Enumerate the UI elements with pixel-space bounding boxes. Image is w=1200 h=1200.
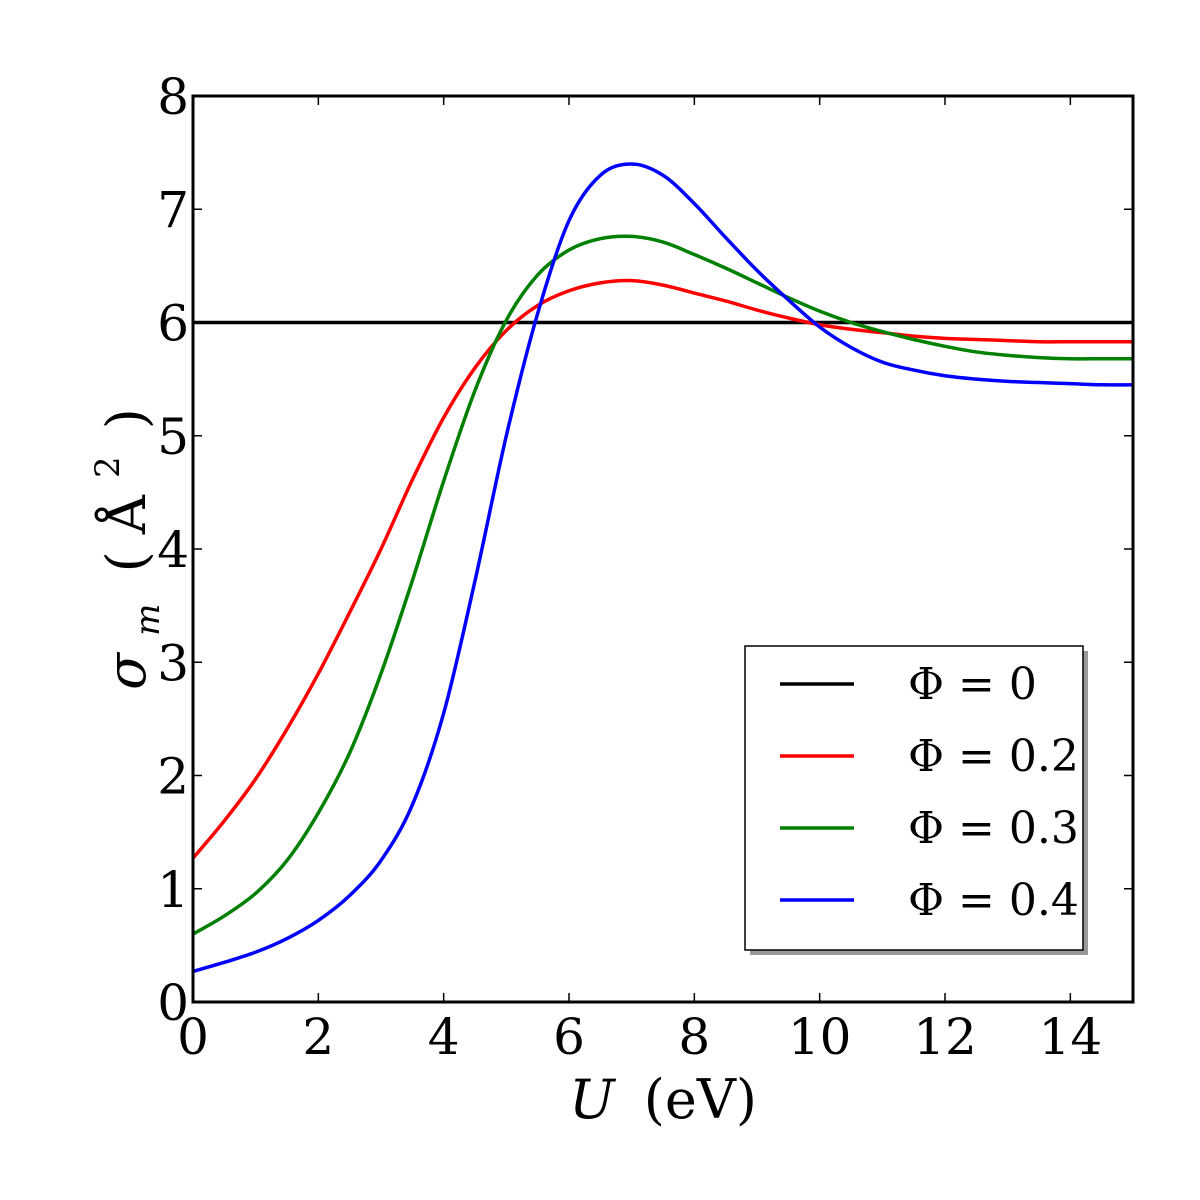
y-tick-label: 8 xyxy=(157,68,189,126)
x-tick-label: 14 xyxy=(1039,1008,1103,1066)
legend-label-3: Φ = 0.4 xyxy=(908,875,1079,926)
y-tick-label: 3 xyxy=(157,634,189,692)
x-tick-label: 12 xyxy=(913,1008,977,1066)
x-tick-label: 6 xyxy=(553,1008,585,1066)
y-axis-superscript: 2 xyxy=(88,456,128,478)
y-tick-label: 1 xyxy=(157,861,189,919)
y-tick-label: 4 xyxy=(157,521,189,579)
series-line-2 xyxy=(192,234,1134,936)
y-axis-subscript: m xyxy=(128,604,168,636)
y-axis-variable: σ xyxy=(95,651,158,690)
x-tick-label: 2 xyxy=(302,1008,334,1066)
legend-label-1: Φ = 0.2 xyxy=(908,731,1079,782)
series-line-3 xyxy=(192,162,1134,974)
y-axis-unit: Å xyxy=(93,494,158,535)
x-tick-label: 10 xyxy=(788,1008,852,1066)
y-tick-label: 5 xyxy=(157,408,189,466)
series-lines xyxy=(191,162,1134,974)
legend-items: Φ = 0 Φ = 0.2 Φ = 0.3 Φ = 0.4 xyxy=(780,659,1079,926)
x-tick-label: 4 xyxy=(428,1008,460,1066)
y-tick-label: 7 xyxy=(157,181,189,239)
x-axis-label: U (eV) xyxy=(569,1068,757,1131)
x-tick-label: 8 xyxy=(678,1008,710,1066)
legend: Φ = 0 Φ = 0.2 Φ = 0.3 Φ = 0.4 xyxy=(744,645,1088,955)
series-line-1 xyxy=(191,278,1133,860)
y-tick-label: 0 xyxy=(157,974,189,1032)
x-axis-variable: U xyxy=(569,1068,616,1131)
legend-label-0: Φ = 0 xyxy=(908,659,1037,710)
x-tick-label: 0 xyxy=(177,1008,209,1066)
legend-label-2: Φ = 0.3 xyxy=(908,803,1079,854)
y-axis-paren-close: ) xyxy=(95,408,158,429)
y-axis-paren-open: ( xyxy=(95,551,158,572)
y-tick-label: 6 xyxy=(157,295,189,353)
plot-frame xyxy=(191,94,1135,1004)
x-axis-unit: (eV) xyxy=(644,1068,757,1131)
y-tick-label: 2 xyxy=(157,748,189,806)
y-axis-label: σ m ( Å 2 ) xyxy=(69,408,172,690)
